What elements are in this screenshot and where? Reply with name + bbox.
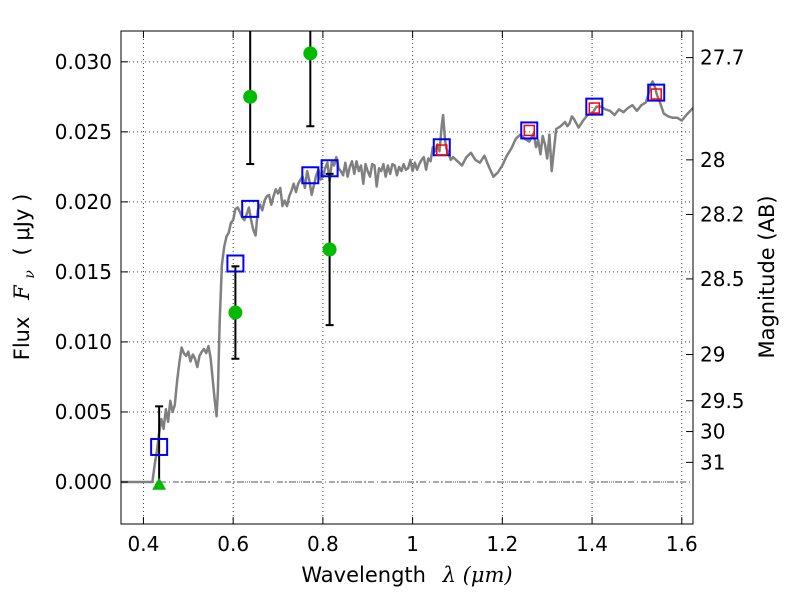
upper-limit-marker	[152, 477, 167, 490]
x-tick-label: 0.8	[307, 532, 339, 556]
y-axis-title: Flux F ν ( μJy )	[10, 194, 39, 361]
x-tick-label: 1.4	[576, 532, 608, 556]
x-tick-label: 1.2	[486, 532, 518, 556]
y2-tick-label: 28.2	[700, 202, 745, 226]
model-square-point	[520, 121, 539, 140]
y2-tick-label: 27.7	[700, 46, 745, 70]
y2-axis-title: Magnitude (AB)	[755, 195, 779, 358]
y-tick-label: 0.010	[55, 330, 112, 354]
model-square-point	[241, 199, 260, 218]
observed-square-point	[436, 144, 448, 156]
data-layer	[121, 80, 693, 484]
x-tick-label: 0.4	[128, 532, 160, 556]
plot-area	[121, 31, 693, 524]
model-square-point	[585, 97, 604, 116]
marker-layer	[150, 31, 666, 490]
y-axis-title-unit: ( μJy )	[10, 194, 34, 256]
observed-square-point	[523, 124, 536, 137]
y-axis-title-subscript: ν	[22, 270, 38, 279]
y-tick-label: 0.030	[55, 50, 112, 74]
observed-square-point	[650, 88, 662, 100]
x-tick-label: 0.6	[217, 532, 249, 556]
observed-square-point	[588, 102, 601, 114]
y-tick-label: 0.015	[55, 260, 112, 284]
x-tick-label: 1.6	[666, 532, 698, 556]
tick-layer: 0.4 0.6 0.8 1 1.2 1.4 1.6 0.000 0.005 0.010 0.015 0…	[55, 31, 745, 556]
y-tick-label: 0.025	[55, 120, 112, 144]
model-square-point	[150, 437, 169, 456]
measurement-point	[228, 305, 243, 320]
model-square-point	[320, 159, 339, 178]
x-axis-title: Wavelength λ (μm)	[301, 563, 512, 587]
y-tick-label: 0.020	[55, 190, 112, 214]
y2-tick-label: 29	[700, 343, 725, 367]
y2-tick-label: 29.5	[700, 389, 745, 413]
x-axis-title-math: λ (μm)	[442, 563, 513, 587]
measurement-point	[243, 89, 258, 104]
y-axis-title-math: F	[10, 284, 34, 301]
y-tick-label: 0.005	[55, 400, 112, 424]
y2-tick-label: 28.5	[700, 267, 745, 291]
x-axis-title-text: Wavelength	[301, 563, 426, 587]
model-square-point	[301, 166, 320, 185]
model-square-point	[647, 83, 666, 102]
y-tick-label: 0.000	[55, 470, 112, 494]
x-tick-label: 1	[406, 532, 419, 556]
y-axis-title-text: Flux	[10, 317, 34, 361]
grid-layer	[121, 31, 693, 524]
model-square-point	[226, 254, 245, 273]
measurement-point	[322, 242, 337, 257]
plot-frame	[120, 30, 694, 525]
measurement-point	[303, 46, 318, 61]
y2-tick-label: 30	[700, 420, 725, 444]
y2-tick-label: 28	[700, 148, 725, 172]
y2-tick-label: 31	[700, 450, 725, 474]
model-spectrum-line	[121, 80, 693, 484]
